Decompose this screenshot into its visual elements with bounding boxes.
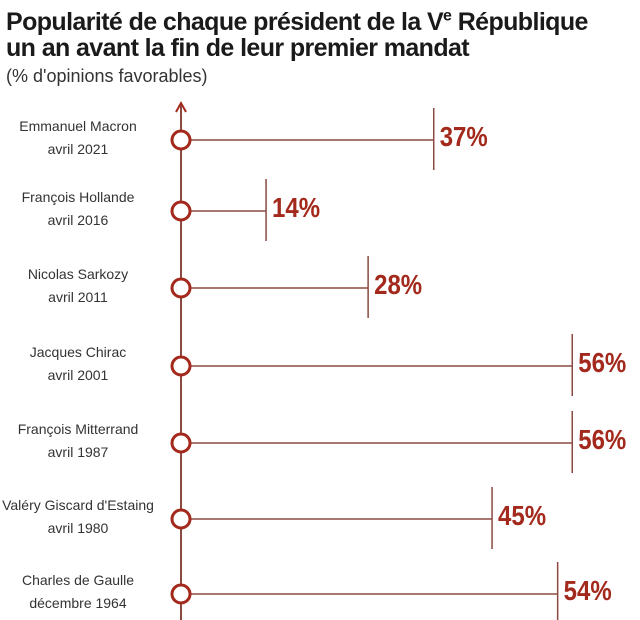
category-name: Charles de Gaulle <box>22 572 134 588</box>
category-name: Valéry Giscard d'Estaing <box>2 497 154 513</box>
category-date: avril 2021 <box>48 141 109 157</box>
data-label: 56% <box>578 424 626 455</box>
category-date: décembre 1964 <box>29 595 127 611</box>
point-marker <box>170 508 192 530</box>
data-label: 56% <box>578 347 626 378</box>
point-marker <box>170 200 192 222</box>
point-marker <box>170 277 192 299</box>
chart-subtitle: (% d'opinions favorables) <box>6 66 208 86</box>
chart-title-line2: un an avant la fin de leur premier manda… <box>6 34 470 62</box>
axis-arrow-icon <box>175 100 187 113</box>
category-name: Jacques Chirac <box>30 344 127 360</box>
data-label: 14% <box>272 192 320 223</box>
category-date: avril 1987 <box>48 444 109 460</box>
chart-title-line1: Popularité de chaque président de la Ve … <box>6 2 588 37</box>
title-text: Popularité de chaque président de la Ve … <box>6 8 588 37</box>
point-marker <box>170 129 192 151</box>
category-date: avril 1980 <box>48 520 109 536</box>
category-name: Emmanuel Macron <box>19 118 137 134</box>
category-name: François Hollande <box>22 189 135 205</box>
category-name: François Mitterrand <box>18 421 139 437</box>
category-date: avril 2001 <box>48 367 109 383</box>
point-marker <box>170 355 192 377</box>
category-name: Nicolas Sarkozy <box>28 266 128 282</box>
data-label: 45% <box>498 500 546 531</box>
point-marker <box>170 432 192 454</box>
point-marker <box>170 583 192 605</box>
data-label: 37% <box>440 121 488 152</box>
data-label: 28% <box>374 269 422 300</box>
data-label: 54% <box>564 575 612 606</box>
category-date: avril 2011 <box>48 289 108 305</box>
category-date: avril 2016 <box>48 212 109 228</box>
